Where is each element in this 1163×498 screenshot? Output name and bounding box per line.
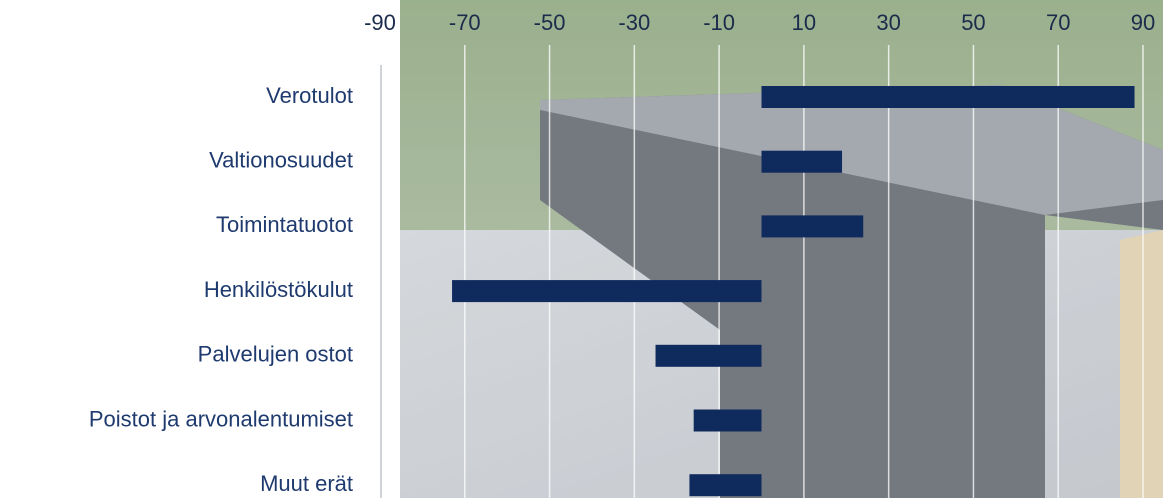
x-tick-label: 50 — [961, 10, 985, 35]
bar — [655, 344, 762, 367]
category-label: Verotulot — [266, 83, 353, 108]
x-tick-label: -50 — [534, 10, 566, 35]
bar — [689, 474, 762, 497]
background-photo — [400, 0, 1163, 498]
x-tick-label: -10 — [703, 10, 735, 35]
category-label: Muut erät — [260, 471, 353, 496]
category-label: Henkilöstökulut — [204, 277, 353, 302]
bar — [452, 280, 762, 303]
x-tick-label: 90 — [1131, 10, 1155, 35]
category-label: Toimintatuotot — [216, 212, 353, 237]
bar — [761, 215, 864, 238]
x-tick-label: 70 — [1046, 10, 1070, 35]
bar — [761, 150, 843, 173]
bar — [693, 409, 762, 432]
x-tick-label: -30 — [618, 10, 650, 35]
category-label: Poistot ja arvonalentumiset — [89, 406, 353, 431]
x-tick-label: -90 — [364, 10, 396, 35]
x-tick-label: 10 — [792, 10, 816, 35]
x-tick-label: 30 — [876, 10, 900, 35]
bar — [761, 86, 1135, 108]
photo-roof — [540, 85, 1163, 215]
category-label: Valtionosuudet — [209, 148, 353, 173]
photo-facade — [1120, 230, 1163, 498]
x-tick-label: -70 — [449, 10, 481, 35]
category-label: Palvelujen ostot — [198, 342, 353, 367]
photo-overlay — [400, 0, 1163, 498]
